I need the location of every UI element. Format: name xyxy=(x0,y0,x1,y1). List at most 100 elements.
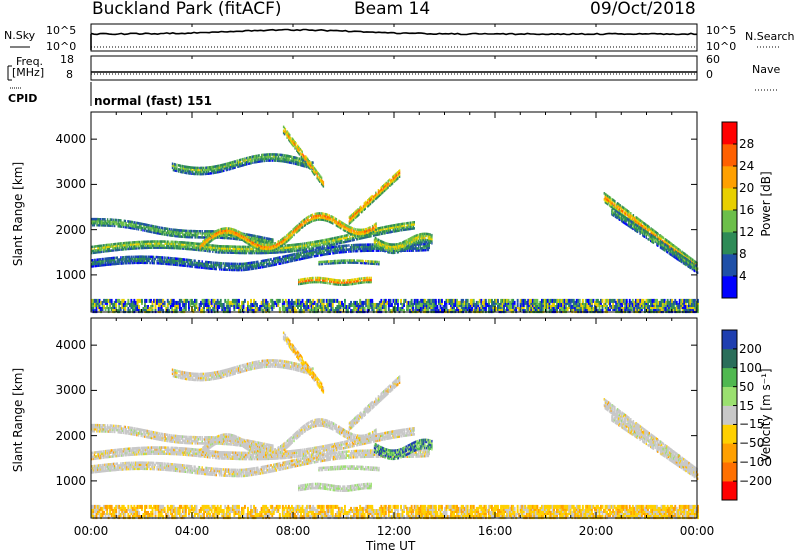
power-cell xyxy=(300,257,302,261)
power-cell xyxy=(288,260,290,263)
power-cell xyxy=(322,253,324,256)
power-cell xyxy=(255,267,257,270)
power-cell xyxy=(336,238,339,241)
power-cell xyxy=(160,260,163,263)
power-cell xyxy=(213,237,216,240)
power-cell xyxy=(372,247,375,250)
power-cell xyxy=(280,244,283,247)
power-cell xyxy=(276,251,278,254)
power-cell xyxy=(193,248,195,251)
power-cell xyxy=(257,262,259,266)
power-cell xyxy=(311,241,314,244)
power-cell xyxy=(93,260,96,264)
power-cell xyxy=(378,249,380,252)
power-cell xyxy=(190,261,192,264)
power-cell xyxy=(152,231,155,234)
power-cell xyxy=(203,243,205,246)
power-cell xyxy=(139,242,141,246)
power-cell xyxy=(204,234,206,237)
power-cell xyxy=(113,258,115,262)
power-cell xyxy=(242,237,245,240)
power-cell xyxy=(180,235,182,238)
power-cell xyxy=(132,247,134,250)
power-cell xyxy=(207,232,210,235)
power-cell xyxy=(129,241,132,244)
power-cell xyxy=(340,251,342,254)
power-cell xyxy=(130,247,133,250)
power-cell xyxy=(116,244,118,248)
power-cell xyxy=(224,245,226,248)
power-cell xyxy=(287,248,289,251)
power-cell xyxy=(189,235,191,239)
power-cell xyxy=(263,265,265,269)
power-cell xyxy=(256,266,258,270)
power-cell xyxy=(255,249,257,253)
power-cell xyxy=(214,248,217,252)
power-cell xyxy=(126,226,128,229)
power-cell xyxy=(169,260,172,264)
power-cell xyxy=(414,245,416,248)
power-cell xyxy=(105,259,107,262)
power-cell xyxy=(169,263,172,266)
power-cell xyxy=(246,266,248,269)
power-cell xyxy=(213,265,215,268)
power-cell xyxy=(341,241,343,244)
power-cell xyxy=(273,259,275,263)
power-cell xyxy=(420,243,422,246)
power-cell xyxy=(108,257,111,260)
power-cell xyxy=(190,248,192,251)
power-cell xyxy=(282,248,285,252)
power-cell xyxy=(301,244,303,248)
power-cell xyxy=(374,231,377,235)
power-cell xyxy=(115,222,118,226)
power-cell xyxy=(169,244,172,248)
power-cell xyxy=(135,255,137,258)
power-cell xyxy=(154,227,156,230)
power-cell xyxy=(157,242,159,245)
power-cell xyxy=(220,227,223,231)
power-cell xyxy=(380,228,382,232)
power-cell xyxy=(204,244,206,248)
power-cell xyxy=(260,244,262,248)
power-cell xyxy=(166,231,168,235)
power-cell xyxy=(209,232,211,235)
power-cell xyxy=(112,222,114,226)
power-cell xyxy=(249,156,251,159)
power-cell xyxy=(232,268,234,272)
power-cell xyxy=(227,251,229,254)
power-cell xyxy=(245,247,248,251)
power-cell xyxy=(349,237,352,240)
power-cell xyxy=(285,261,287,264)
power-cell xyxy=(334,247,337,251)
power-cell xyxy=(111,249,113,252)
power-cell xyxy=(165,227,167,230)
power-cell xyxy=(171,257,173,260)
power-cell xyxy=(324,249,326,252)
power-cell xyxy=(151,246,153,249)
power-cell xyxy=(145,261,148,265)
power-cell xyxy=(116,222,118,226)
power-cell xyxy=(260,242,262,246)
power-cell xyxy=(184,245,187,248)
power-cell xyxy=(304,248,306,251)
power-cell xyxy=(314,244,316,248)
power-cell xyxy=(244,247,247,251)
power-cell xyxy=(204,247,206,250)
power-cell xyxy=(127,255,129,259)
power-cell xyxy=(143,225,145,228)
power-cell xyxy=(139,222,141,225)
power-cell xyxy=(210,246,212,249)
power-cell xyxy=(99,258,102,261)
power-cell xyxy=(217,235,219,238)
power-cell xyxy=(264,236,266,240)
power-cell xyxy=(212,267,214,270)
power-cell xyxy=(109,249,111,252)
power-cell xyxy=(365,249,368,252)
power-cell xyxy=(155,229,157,233)
power-cell xyxy=(207,261,210,264)
power-cell xyxy=(367,260,370,263)
power-cell xyxy=(400,222,402,226)
power-cell xyxy=(333,245,335,249)
power-cell xyxy=(319,253,322,257)
power-cell xyxy=(158,228,160,231)
